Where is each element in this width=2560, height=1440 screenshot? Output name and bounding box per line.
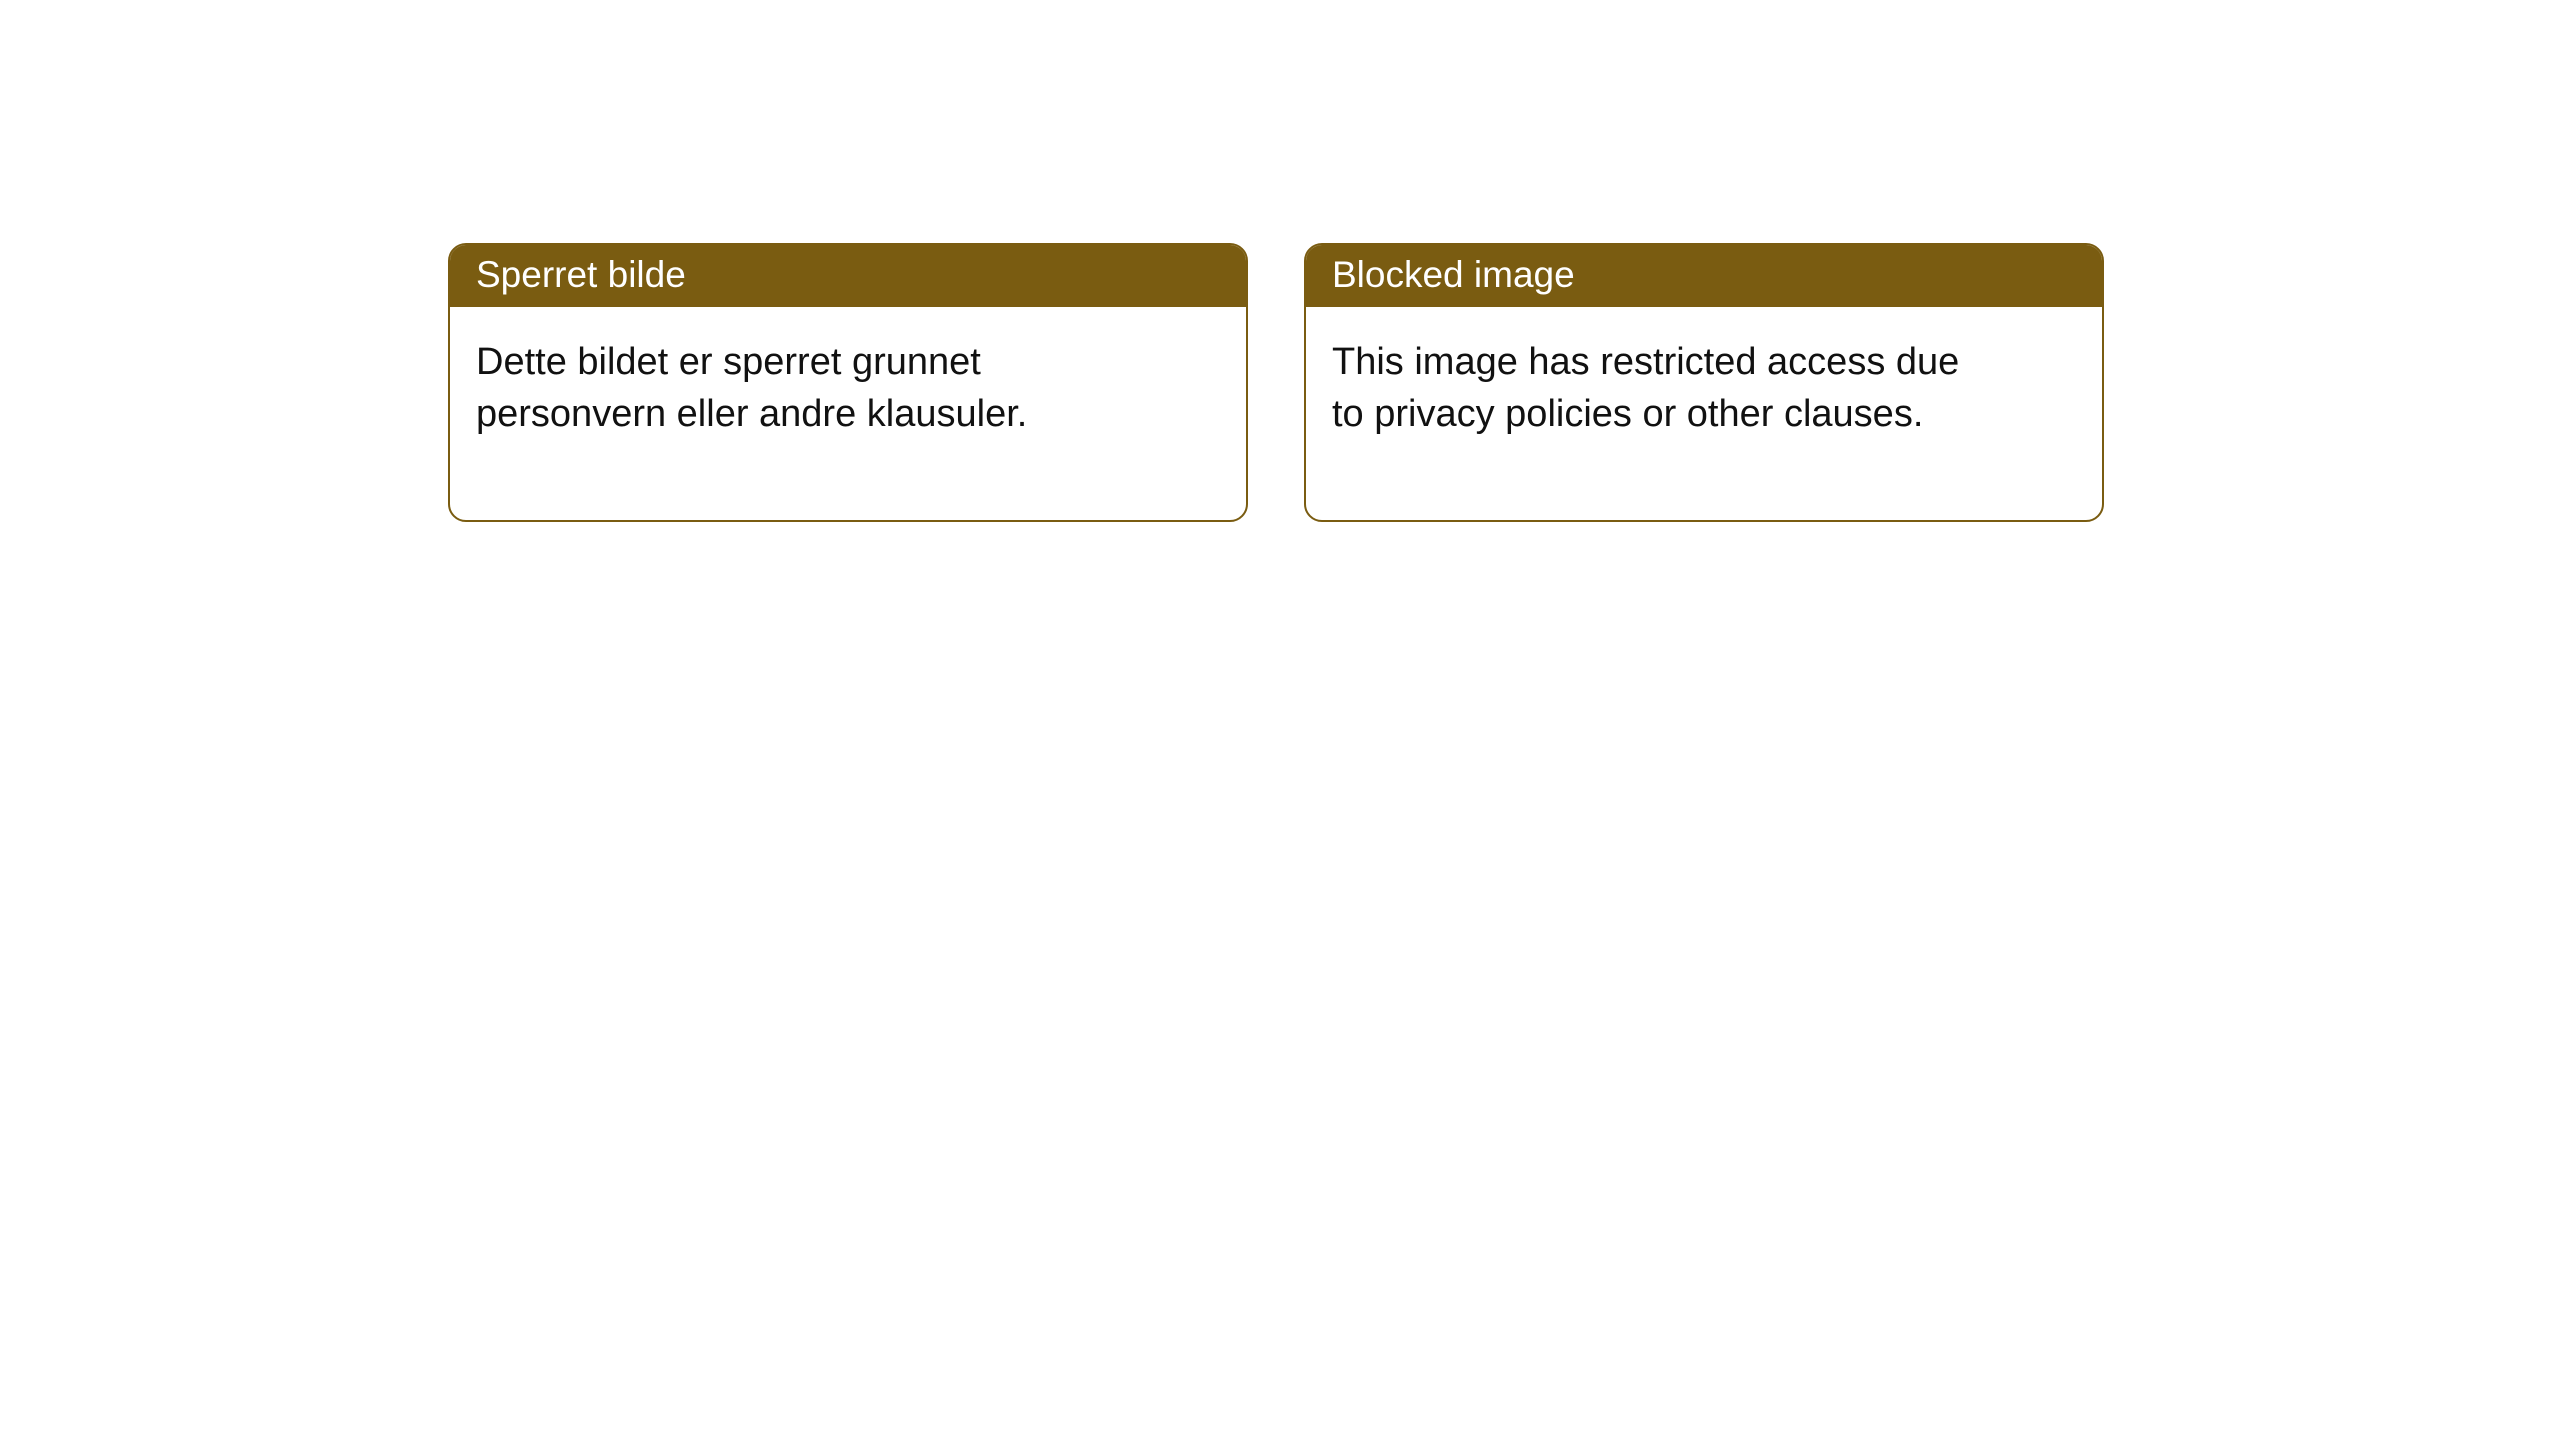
notice-card-norwegian: Sperret bilde Dette bildet er sperret gr… [448,243,1248,522]
notice-title-english: Blocked image [1306,245,2102,307]
notice-body-english: This image has restricted access due to … [1306,307,1986,520]
notice-card-english: Blocked image This image has restricted … [1304,243,2104,522]
notice-container: Sperret bilde Dette bildet er sperret gr… [0,0,2560,522]
notice-title-norwegian: Sperret bilde [450,245,1246,307]
notice-body-norwegian: Dette bildet er sperret grunnet personve… [450,307,1130,520]
